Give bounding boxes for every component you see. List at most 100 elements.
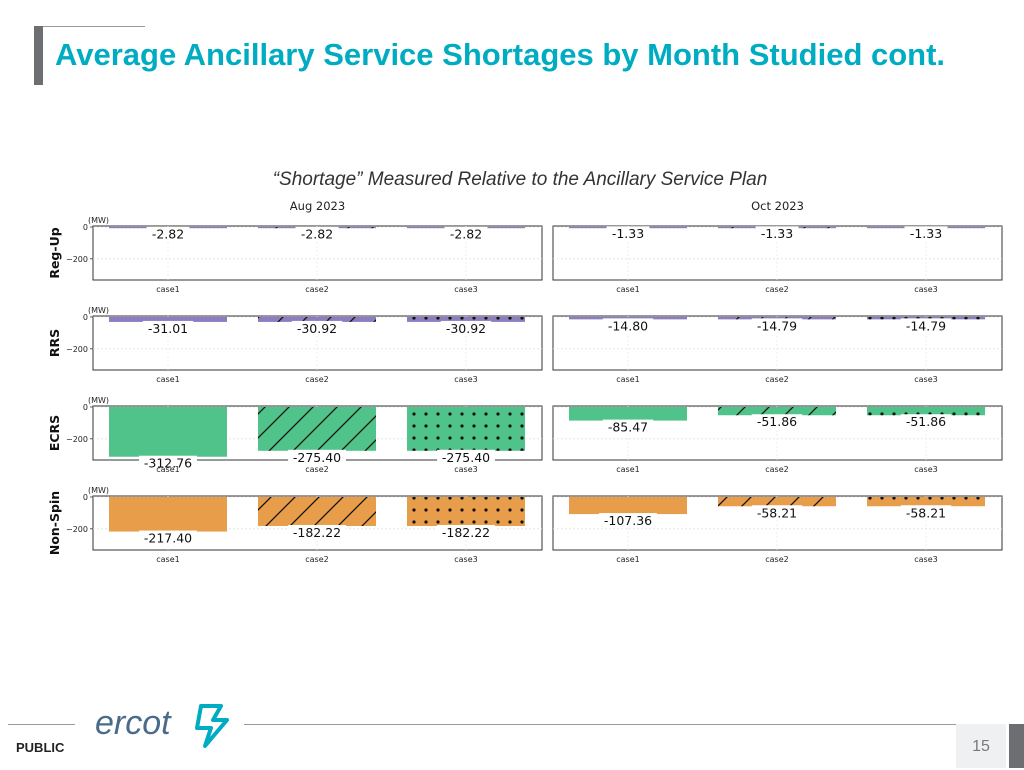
y-tick-label-rrs: 0 (83, 313, 88, 322)
value-label-non-spin-oct-2023-case2: -58.21 (757, 505, 797, 520)
category-label-rrs-aug-2023-case3: case3 (454, 375, 477, 384)
value-label-rrs-aug-2023-case1: -31.01 (148, 321, 188, 336)
page-number: 15 (956, 724, 1006, 768)
unit-label-rrs: (MW) (88, 306, 109, 315)
category-label-ecrs-aug-2023-case3: case3 (454, 465, 477, 474)
y-tick-label-reg-up: 0 (83, 223, 88, 232)
svg-text:ercot: ercot (95, 704, 172, 742)
value-label-reg-up-aug-2023-case3: -2.82 (450, 226, 482, 241)
category-label-rrs-oct-2023-case3: case3 (914, 375, 937, 384)
bar-rrs-aug-2023-case1 (109, 317, 227, 322)
row-label-reg-up: Reg-Up (47, 227, 62, 278)
unit-label-ecrs: (MW) (88, 396, 109, 405)
value-label-bg-ecrs-aug-2023-case2 (288, 449, 346, 465)
value-label-bg-non-spin-aug-2023-case3 (437, 524, 495, 540)
unit-label-reg-up: (MW) (88, 216, 109, 225)
title-accent-bar (34, 26, 43, 85)
value-label-non-spin-oct-2023-case1: -107.36 (604, 513, 652, 528)
value-label-bg-rrs-oct-2023-case2 (751, 318, 803, 334)
y-tick-label-non-spin: −200 (66, 525, 88, 534)
value-label-non-spin-oct-2023-case3: -58.21 (906, 505, 946, 520)
category-label-non-spin-aug-2023-case3: case3 (454, 555, 477, 564)
bar-non-spin-oct-2023-case2-pattern (718, 497, 836, 507)
category-label-non-spin-oct-2023-case3: case3 (914, 555, 937, 564)
value-label-non-spin-aug-2023-case2: -182.22 (293, 525, 341, 540)
value-label-rrs-aug-2023-case2: -30.92 (297, 321, 337, 336)
slide-title: Average Ancillary Service Shortages by M… (55, 37, 946, 72)
category-label-ecrs-aug-2023-case2: case2 (305, 465, 328, 474)
value-label-bg-rrs-aug-2023-case3 (440, 320, 492, 336)
value-label-ecrs-oct-2023-case3: -51.86 (906, 414, 946, 429)
title-accent-line (43, 26, 145, 27)
value-label-rrs-oct-2023-case1: -14.80 (608, 318, 648, 333)
ercot-logo: ercot (95, 704, 229, 748)
page-number-strip (1009, 724, 1024, 768)
value-label-bg-non-spin-aug-2023-case1 (139, 530, 197, 546)
category-label-reg-up-aug-2023-case1: case1 (156, 285, 179, 294)
value-label-ecrs-aug-2023-case1: -312.76 (144, 456, 192, 471)
footer-divider-right (244, 724, 968, 725)
value-label-ecrs-aug-2023-case3: -275.40 (442, 450, 490, 465)
y-tick-label-non-spin: 0 (83, 493, 88, 502)
value-label-reg-up-oct-2023-case3: -1.33 (910, 226, 942, 241)
value-label-bg-ecrs-oct-2023-case3 (900, 414, 952, 430)
month-title-aug-2023: Aug 2023 (290, 199, 345, 213)
chart-subtitle: “Shortage” Measured Relative to the Anci… (272, 169, 768, 190)
bar-rrs-oct-2023-case1 (569, 317, 687, 320)
value-label-bg-reg-up-oct-2023-case2 (755, 226, 799, 242)
value-label-bg-non-spin-oct-2023-case1 (599, 513, 657, 529)
bar-ecrs-aug-2023-case1 (109, 407, 227, 457)
value-label-bg-reg-up-oct-2023-case3 (904, 226, 948, 242)
bar-rrs-aug-2023-case3-pattern (407, 317, 525, 322)
bar-rrs-oct-2023-case3-pattern (867, 317, 985, 320)
value-label-bg-reg-up-oct-2023-case1 (606, 226, 650, 242)
category-label-non-spin-oct-2023-case1: case1 (616, 555, 639, 564)
value-label-bg-rrs-oct-2023-case3 (900, 318, 952, 334)
value-label-reg-up-aug-2023-case2: -2.82 (301, 226, 333, 241)
bar-rrs-aug-2023-case2-pattern (258, 317, 376, 322)
month-title-oct-2023: Oct 2023 (751, 199, 804, 213)
value-label-bg-ecrs-oct-2023-case2 (751, 414, 803, 430)
value-label-bg-ecrs-aug-2023-case1 (139, 455, 197, 471)
bar-ecrs-aug-2023-case3-pattern (407, 407, 525, 451)
bar-ecrs-aug-2023-case2-pattern (258, 407, 376, 451)
value-label-bg-reg-up-aug-2023-case2 (295, 226, 339, 242)
category-label-ecrs-oct-2023-case2: case2 (765, 465, 788, 474)
y-tick-label-rrs: −200 (66, 345, 88, 354)
category-label-reg-up-aug-2023-case3: case3 (454, 285, 477, 294)
value-label-bg-non-spin-oct-2023-case3 (900, 505, 952, 521)
value-label-bg-rrs-aug-2023-case2 (291, 320, 343, 336)
value-label-reg-up-oct-2023-case1: -1.33 (612, 226, 644, 241)
value-label-rrs-oct-2023-case3: -14.79 (906, 318, 946, 333)
category-label-reg-up-oct-2023-case1: case1 (616, 285, 639, 294)
value-label-rrs-oct-2023-case2: -14.79 (757, 318, 797, 333)
value-label-ecrs-oct-2023-case1: -85.47 (608, 420, 648, 435)
bar-non-spin-aug-2023-case3-pattern (407, 497, 525, 526)
value-label-bg-reg-up-aug-2023-case1 (146, 226, 190, 242)
value-label-reg-up-aug-2023-case1: -2.82 (152, 226, 184, 241)
bar-non-spin-aug-2023-case1 (109, 497, 227, 532)
row-label-ecrs: ECRS (47, 415, 62, 451)
value-label-bg-reg-up-aug-2023-case3 (444, 226, 488, 242)
row-label-rrs: RRS (47, 329, 62, 357)
category-label-rrs-aug-2023-case2: case2 (305, 375, 328, 384)
value-label-non-spin-aug-2023-case1: -217.40 (144, 531, 192, 546)
unit-label-non-spin: (MW) (88, 486, 109, 495)
category-label-ecrs-aug-2023-case1: case1 (156, 465, 179, 474)
value-label-ecrs-oct-2023-case2: -51.86 (757, 414, 797, 429)
category-label-non-spin-oct-2023-case2: case2 (765, 555, 788, 564)
value-label-bg-ecrs-aug-2023-case3 (437, 449, 495, 465)
category-label-rrs-oct-2023-case2: case2 (765, 375, 788, 384)
category-label-rrs-aug-2023-case1: case1 (156, 375, 179, 384)
y-tick-label-reg-up: −200 (66, 255, 88, 264)
value-label-ecrs-aug-2023-case2: -275.40 (293, 450, 341, 465)
value-label-bg-non-spin-aug-2023-case2 (288, 524, 346, 540)
footer-divider-left (8, 724, 75, 725)
value-label-bg-ecrs-oct-2023-case1 (602, 419, 654, 435)
bar-rrs-oct-2023-case2-pattern (718, 317, 836, 320)
category-label-non-spin-aug-2023-case2: case2 (305, 555, 328, 564)
bar-non-spin-oct-2023-case3-pattern (867, 497, 985, 507)
category-label-non-spin-aug-2023-case1: case1 (156, 555, 179, 564)
value-label-bg-rrs-oct-2023-case1 (602, 318, 654, 334)
